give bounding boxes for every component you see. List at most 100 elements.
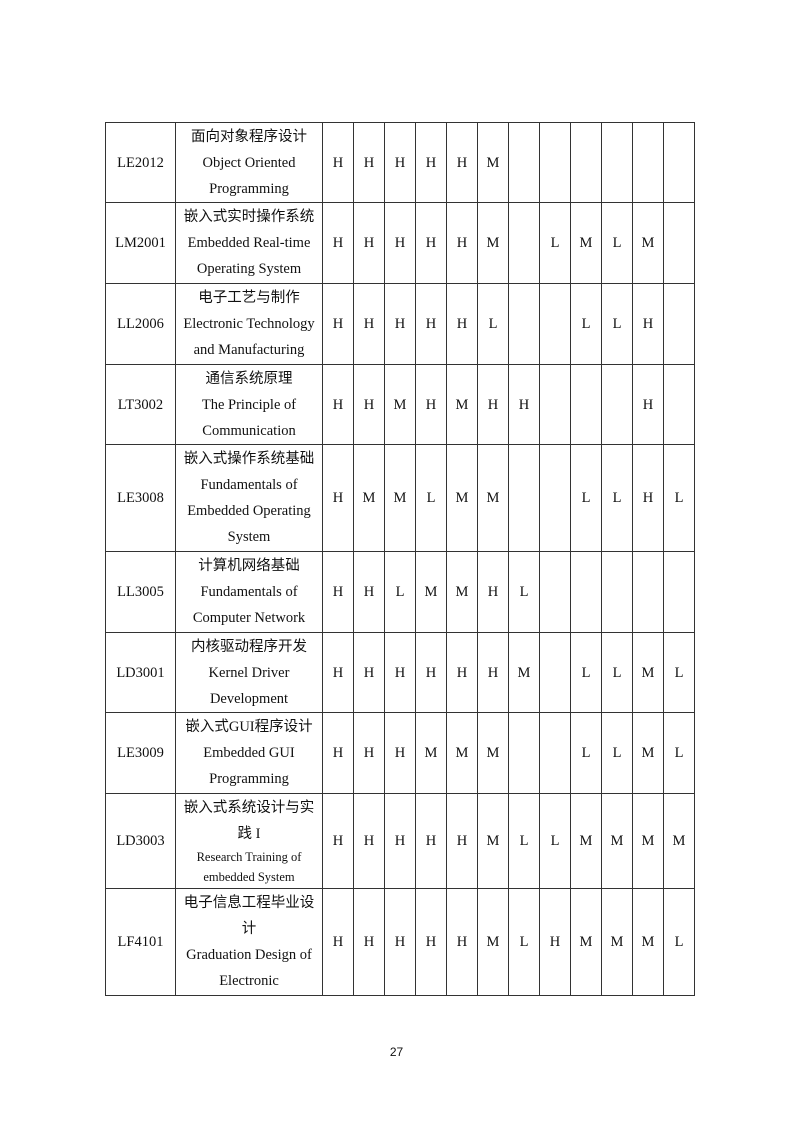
course-name-line: Development bbox=[209, 690, 289, 707]
support-level-cell: L bbox=[508, 793, 540, 889]
support-level-cell bbox=[663, 202, 695, 284]
support-level-cell bbox=[508, 122, 540, 203]
course-name: 嵌入式系统设计与实践 I Research Training of embedded… bbox=[175, 793, 323, 889]
support-level-cell: L bbox=[570, 444, 602, 552]
course-name-line: 嵌入式操作系统基础 bbox=[183, 451, 315, 467]
support-level-cell: L bbox=[663, 712, 695, 794]
support-level-cell: M bbox=[415, 551, 447, 633]
course-name: 内核驱动程序开发 Kernel Driver Development bbox=[175, 632, 323, 713]
support-level-cell bbox=[508, 283, 540, 365]
support-level-cell: H bbox=[322, 202, 354, 284]
course-name-line: Programming bbox=[209, 771, 289, 787]
support-level-cell: M bbox=[446, 364, 478, 445]
table-row: LE3008 嵌入式操作系统基础 Fundamentals of Embedded O… bbox=[105, 444, 695, 552]
support-level-cell: L bbox=[477, 283, 509, 365]
support-level-cell: M bbox=[570, 793, 602, 889]
support-level-cell: H bbox=[384, 888, 416, 996]
support-level-cell bbox=[539, 122, 571, 203]
support-level-cell bbox=[539, 551, 571, 633]
support-level-cell: M bbox=[601, 793, 633, 889]
support-level-cell: L bbox=[601, 712, 633, 794]
course-name-line: 电子工艺与制作 bbox=[198, 290, 300, 306]
course-name-line: Embedded Operating bbox=[187, 503, 311, 519]
support-level-cell: H bbox=[384, 632, 416, 713]
course-code: LF4101 bbox=[105, 888, 176, 996]
course-name-line: Electronic Technology bbox=[183, 316, 315, 332]
course-code: LM2001 bbox=[105, 202, 176, 284]
support-level-cell bbox=[601, 551, 633, 633]
course-name-line: Fundamentals of bbox=[200, 584, 298, 600]
support-level-cell: M bbox=[632, 202, 664, 284]
course-code: LT3002 bbox=[105, 364, 176, 445]
course-name-line: 内核驱动程序开发 bbox=[191, 638, 307, 655]
support-level-cell: M bbox=[632, 793, 664, 889]
course-name-line: Operating System bbox=[196, 261, 302, 277]
support-level-cell: H bbox=[353, 551, 385, 633]
support-level-cell: L bbox=[508, 888, 540, 996]
support-level-cell: H bbox=[384, 202, 416, 284]
support-level-cell: H bbox=[415, 888, 447, 996]
support-level-cell: H bbox=[446, 632, 478, 713]
support-level-cell: M bbox=[508, 632, 540, 713]
support-level-cell: H bbox=[353, 888, 385, 996]
support-level-cell: M bbox=[663, 793, 695, 889]
course-name-line: embedded System bbox=[203, 870, 295, 884]
support-level-cell: H bbox=[353, 122, 385, 203]
support-level-cell: H bbox=[384, 793, 416, 889]
support-level-cell: L bbox=[663, 888, 695, 996]
course-name-line: Programming bbox=[209, 180, 289, 197]
course-name-line: Communication bbox=[202, 422, 296, 439]
support-level-cell: H bbox=[353, 793, 385, 889]
support-level-cell: M bbox=[446, 551, 478, 633]
support-level-cell: H bbox=[322, 712, 354, 794]
support-level-cell: H bbox=[632, 283, 664, 365]
support-level-cell bbox=[539, 712, 571, 794]
course-name: 电子工艺与制作 Electronic Technology and Manufact… bbox=[175, 283, 323, 365]
support-level-cell: H bbox=[384, 122, 416, 203]
support-level-cell bbox=[570, 122, 602, 203]
support-level-cell bbox=[663, 283, 695, 365]
support-level-cell: H bbox=[446, 122, 478, 203]
support-level-cell: L bbox=[663, 632, 695, 713]
course-name-line: Computer Network bbox=[192, 610, 306, 626]
support-level-cell: H bbox=[384, 283, 416, 365]
support-level-cell: H bbox=[415, 283, 447, 365]
table-row: LL2006 电子工艺与制作 Electronic Technology and Ma… bbox=[105, 283, 695, 365]
course-name-line: Research Training of bbox=[196, 850, 302, 864]
support-level-cell: H bbox=[384, 712, 416, 794]
course-name-line: Object Oriented bbox=[202, 154, 296, 171]
course-code: LE2012 bbox=[105, 122, 176, 203]
table-row: LM2001 嵌入式实时操作系统 Embedded Real-time Operati… bbox=[105, 202, 695, 284]
support-level-cell bbox=[632, 122, 664, 203]
support-level-cell: H bbox=[415, 793, 447, 889]
support-level-cell: H bbox=[632, 444, 664, 552]
support-level-cell: M bbox=[601, 888, 633, 996]
course-code: LL2006 bbox=[105, 283, 176, 365]
support-level-cell: H bbox=[446, 283, 478, 365]
support-level-cell bbox=[601, 122, 633, 203]
course-name-line: Graduation Design of bbox=[186, 947, 312, 963]
support-level-cell bbox=[570, 551, 602, 633]
support-level-cell bbox=[663, 364, 695, 445]
support-level-cell: H bbox=[353, 632, 385, 713]
support-level-cell: M bbox=[477, 712, 509, 794]
support-level-cell: L bbox=[384, 551, 416, 633]
course-code: LD3001 bbox=[105, 632, 176, 713]
support-level-cell: L bbox=[508, 551, 540, 633]
support-level-cell: H bbox=[353, 364, 385, 445]
support-level-cell: L bbox=[415, 444, 447, 552]
support-level-cell: H bbox=[322, 632, 354, 713]
support-level-cell: H bbox=[477, 364, 509, 445]
support-level-cell bbox=[539, 444, 571, 552]
support-level-cell: H bbox=[322, 444, 354, 552]
course-code: LE3009 bbox=[105, 712, 176, 794]
support-level-cell: M bbox=[446, 712, 478, 794]
support-level-cell: H bbox=[477, 632, 509, 713]
support-level-cell: M bbox=[384, 444, 416, 552]
course-name-line: The Principle of bbox=[201, 396, 297, 413]
course-code: LL3005 bbox=[105, 551, 176, 633]
table-row: LF4101 电子信息工程毕业设计 Graduation Design of Elec… bbox=[105, 888, 695, 996]
support-level-cell bbox=[508, 712, 540, 794]
support-level-cell: M bbox=[570, 888, 602, 996]
support-level-cell: M bbox=[477, 122, 509, 203]
